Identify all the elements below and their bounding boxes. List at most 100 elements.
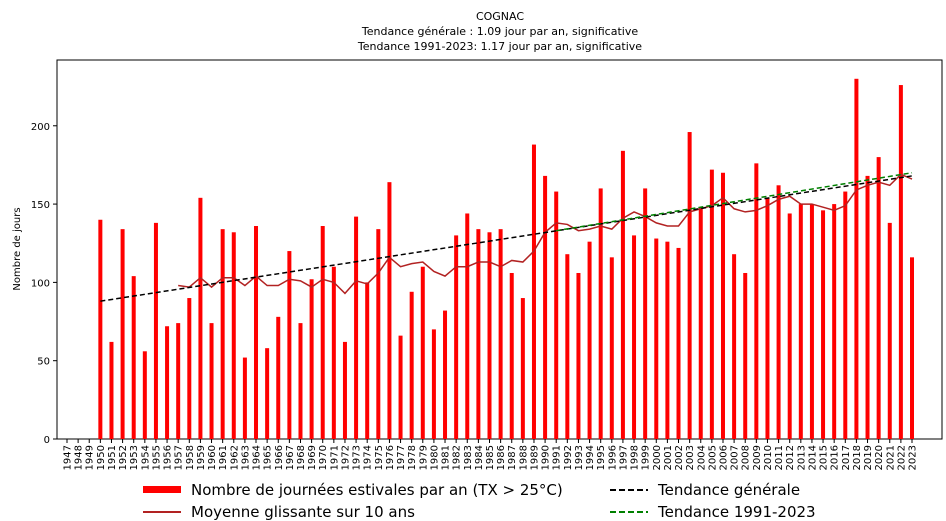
bar bbox=[543, 175, 548, 439]
line bbox=[100, 175, 913, 302]
bar bbox=[854, 78, 859, 439]
x-tick-label: 2022 bbox=[896, 445, 907, 470]
bar bbox=[754, 163, 759, 439]
x-tick-label: 1992 bbox=[563, 445, 574, 470]
bar bbox=[576, 272, 581, 439]
bar bbox=[498, 229, 503, 439]
x-tick-label: 2000 bbox=[652, 445, 663, 470]
x-tick-label: 1995 bbox=[596, 445, 607, 470]
x-tick-label: 1971 bbox=[329, 445, 340, 470]
bar bbox=[531, 144, 536, 439]
x-tick-label: 1978 bbox=[407, 445, 418, 470]
bar bbox=[365, 282, 370, 439]
x-tick-label: 1993 bbox=[574, 445, 585, 470]
bar bbox=[598, 188, 603, 439]
bar bbox=[354, 216, 359, 439]
x-tick-label: 2023 bbox=[908, 445, 919, 470]
x-tick-label: 2015 bbox=[819, 445, 830, 470]
bar bbox=[209, 323, 214, 439]
bar bbox=[687, 132, 692, 439]
bar bbox=[142, 351, 147, 439]
x-tick-label: 1980 bbox=[429, 445, 440, 470]
x-tick-label: 1973 bbox=[352, 445, 363, 470]
bar bbox=[176, 323, 181, 439]
x-tick-label: 1996 bbox=[607, 445, 618, 470]
bar bbox=[809, 204, 814, 439]
bar bbox=[231, 232, 236, 439]
bar bbox=[376, 229, 381, 439]
x-tick-label: 2010 bbox=[763, 445, 774, 470]
bar bbox=[98, 219, 103, 439]
bar bbox=[476, 229, 481, 439]
bar bbox=[654, 238, 659, 439]
bar bbox=[832, 204, 837, 439]
bar bbox=[565, 254, 570, 439]
x-tick-label: 1967 bbox=[285, 445, 296, 470]
x-tick-label: 1950 bbox=[96, 445, 107, 470]
bar bbox=[709, 169, 714, 439]
bar bbox=[443, 310, 448, 439]
x-tick-label: 1951 bbox=[107, 445, 118, 470]
x-tick-label: 1958 bbox=[185, 445, 196, 470]
y-axis-label: Nombre de jours bbox=[12, 207, 23, 290]
bar bbox=[843, 191, 848, 439]
bar bbox=[520, 298, 525, 439]
x-tick-label: 1999 bbox=[641, 445, 652, 470]
bar bbox=[643, 188, 648, 439]
bar bbox=[220, 229, 225, 439]
bar bbox=[698, 207, 703, 439]
line bbox=[556, 172, 913, 232]
x-tick-label: 2014 bbox=[807, 445, 818, 470]
x-tick-label: 2001 bbox=[663, 445, 674, 470]
x-tick-label: 1947 bbox=[63, 445, 74, 470]
x-tick-label: 2006 bbox=[718, 445, 729, 470]
bar bbox=[798, 204, 803, 439]
x-tick-label: 1963 bbox=[240, 445, 251, 470]
x-tick-label: 1979 bbox=[418, 445, 429, 470]
chart-subtitle: Tendance 1991-2023: 1.17 jour par an, si… bbox=[357, 40, 642, 53]
x-tick-label: 2005 bbox=[707, 445, 718, 470]
x-tick-label: 1977 bbox=[396, 445, 407, 470]
bar bbox=[743, 272, 748, 439]
x-tick-label: 2003 bbox=[685, 445, 696, 470]
x-tick-label: 1986 bbox=[496, 445, 507, 470]
x-tick-label: 1997 bbox=[618, 445, 629, 470]
x-tick-label: 2021 bbox=[885, 445, 896, 470]
bar bbox=[587, 241, 592, 439]
bar bbox=[109, 341, 114, 439]
x-tick-label: 1955 bbox=[151, 445, 162, 470]
legend-label: Nombre de journées estivales par an (TX … bbox=[191, 481, 563, 499]
x-tick-label: 1969 bbox=[307, 445, 318, 470]
bar bbox=[409, 291, 414, 439]
bar bbox=[487, 232, 492, 439]
bar bbox=[342, 341, 347, 439]
x-tick-label: 2009 bbox=[752, 445, 763, 470]
x-tick-label: 1974 bbox=[363, 445, 374, 470]
x-tick-label: 2002 bbox=[674, 445, 685, 470]
bar bbox=[298, 323, 303, 439]
x-tick-label: 1981 bbox=[441, 445, 452, 470]
bar bbox=[865, 175, 870, 439]
chart-title: COGNAC bbox=[476, 10, 524, 23]
x-tick-label: 1965 bbox=[263, 445, 274, 470]
x-tick-label: 2019 bbox=[863, 445, 874, 470]
bar bbox=[665, 241, 670, 439]
x-tick-label: 1968 bbox=[296, 445, 307, 470]
legend-label: Tendance 1991-2023 bbox=[657, 503, 816, 521]
x-tick-label: 1985 bbox=[485, 445, 496, 470]
x-tick-label: 2008 bbox=[741, 445, 752, 470]
bar bbox=[242, 357, 247, 439]
bar bbox=[420, 266, 425, 439]
bar bbox=[765, 197, 770, 439]
x-tick-label: 1962 bbox=[229, 445, 240, 470]
x-tick-label: 2011 bbox=[774, 445, 785, 470]
bar bbox=[320, 226, 325, 439]
bar bbox=[153, 222, 158, 439]
bar bbox=[620, 150, 625, 439]
x-tick-label: 1987 bbox=[507, 445, 518, 470]
x-tick-label: 2018 bbox=[852, 445, 863, 470]
bar bbox=[454, 235, 459, 439]
x-tick-label: 1983 bbox=[463, 445, 474, 470]
bar bbox=[165, 326, 170, 439]
